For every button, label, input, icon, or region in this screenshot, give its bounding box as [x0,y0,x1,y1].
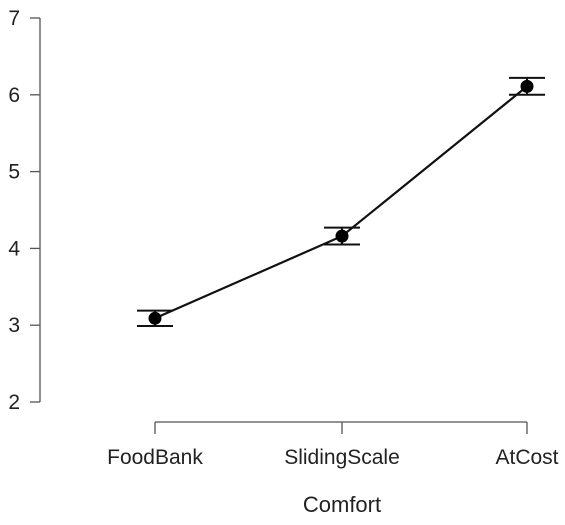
y-tick-label: 2 [8,391,20,414]
y-tick-label: 7 [8,7,20,30]
y-tick-label: 5 [8,161,20,184]
x-axis: FoodBank SlidingScale AtCost [107,421,559,469]
y-tick-label: 4 [8,237,20,260]
data-point [335,229,349,243]
x-tick-label: SlidingScale [284,446,400,469]
x-axis-title: Comfort [303,492,381,517]
series-line [154,85,528,320]
y-tick-label: 3 [8,314,20,337]
y-tick-label: 6 [8,84,20,107]
x-tick-label: AtCost [495,446,558,469]
data-point [148,311,162,325]
data-point [520,79,534,93]
plot-area [137,76,545,327]
y-axis: 2 3 4 5 6 7 [8,7,41,414]
x-tick-label: FoodBank [107,446,203,469]
